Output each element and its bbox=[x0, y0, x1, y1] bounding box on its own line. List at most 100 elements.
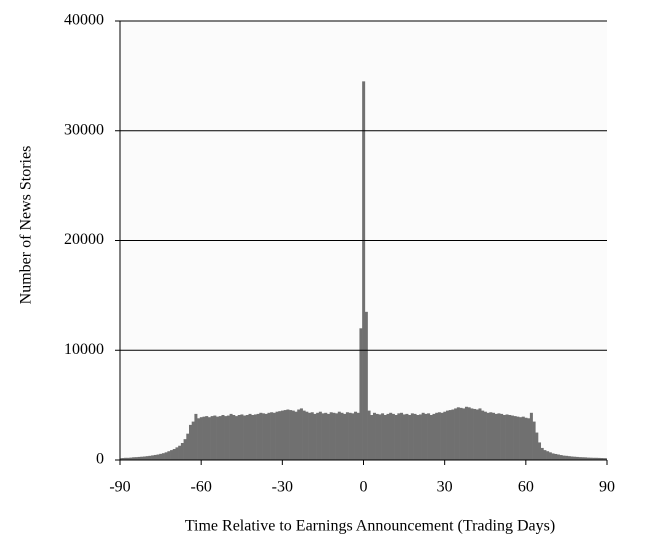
bar bbox=[578, 457, 582, 460]
bar bbox=[194, 413, 198, 460]
bar bbox=[586, 457, 590, 460]
bar bbox=[191, 421, 195, 460]
bar bbox=[600, 458, 604, 460]
x-axis-label: Time Relative to Earnings Announcement (… bbox=[185, 518, 555, 535]
bar bbox=[348, 412, 352, 460]
bar bbox=[197, 418, 201, 460]
bar bbox=[148, 455, 152, 460]
bar bbox=[467, 407, 471, 460]
bar bbox=[505, 414, 509, 460]
bar bbox=[356, 412, 360, 460]
bar bbox=[134, 457, 138, 460]
bar bbox=[410, 413, 414, 460]
bar bbox=[161, 453, 165, 460]
bar bbox=[456, 407, 460, 460]
bar bbox=[589, 457, 593, 460]
bar bbox=[597, 457, 601, 460]
x-tick-label: -90 bbox=[109, 479, 130, 496]
bar bbox=[554, 453, 558, 460]
bar bbox=[513, 416, 517, 460]
x-tick-label: 0 bbox=[360, 479, 368, 496]
bar bbox=[494, 413, 498, 460]
bar bbox=[256, 413, 260, 460]
bar bbox=[527, 418, 531, 460]
bar bbox=[510, 415, 514, 460]
bar bbox=[145, 456, 149, 460]
bar bbox=[519, 417, 523, 460]
bar bbox=[492, 412, 496, 460]
bar bbox=[437, 412, 441, 460]
bar bbox=[440, 412, 444, 460]
y-tick-label: 0 bbox=[96, 451, 104, 468]
bar bbox=[313, 413, 317, 460]
bar bbox=[316, 412, 320, 460]
bar bbox=[164, 452, 168, 460]
bar bbox=[343, 413, 347, 460]
bar bbox=[538, 442, 542, 460]
bar bbox=[321, 413, 325, 460]
bar bbox=[429, 415, 433, 460]
bar bbox=[216, 416, 220, 460]
bar bbox=[345, 412, 349, 460]
bar bbox=[264, 413, 268, 460]
bar bbox=[207, 417, 211, 460]
bar bbox=[473, 408, 477, 460]
bar bbox=[605, 458, 607, 460]
bar bbox=[199, 417, 203, 460]
bar bbox=[370, 415, 374, 460]
bar bbox=[478, 408, 482, 460]
bar bbox=[237, 415, 241, 460]
bar bbox=[391, 413, 395, 460]
x-tick-label: 60 bbox=[518, 479, 534, 496]
bar bbox=[532, 421, 536, 460]
bar bbox=[170, 450, 174, 460]
bar bbox=[302, 410, 306, 460]
bar bbox=[386, 413, 390, 460]
bar bbox=[159, 453, 163, 460]
bar bbox=[400, 412, 404, 460]
bar bbox=[427, 413, 431, 460]
y-tick-label: 40000 bbox=[64, 12, 104, 29]
bar bbox=[567, 456, 571, 460]
bar bbox=[332, 412, 336, 460]
y-tick-label: 20000 bbox=[64, 231, 104, 248]
bar bbox=[389, 412, 393, 460]
bar bbox=[378, 414, 382, 460]
bar bbox=[489, 412, 493, 460]
bar bbox=[362, 81, 366, 460]
bar bbox=[151, 455, 155, 460]
bar bbox=[464, 406, 468, 460]
bar bbox=[483, 411, 487, 460]
bar bbox=[535, 432, 539, 460]
bar bbox=[188, 424, 192, 460]
bar bbox=[232, 415, 236, 460]
bar bbox=[262, 413, 266, 460]
bar bbox=[226, 415, 230, 460]
bar bbox=[602, 458, 606, 460]
bar bbox=[308, 412, 312, 460]
bar bbox=[132, 457, 136, 460]
bar bbox=[178, 445, 182, 460]
bar bbox=[375, 413, 379, 460]
bar bbox=[326, 413, 330, 460]
bar bbox=[337, 411, 341, 460]
bar bbox=[248, 413, 252, 460]
bar bbox=[126, 457, 130, 460]
bar bbox=[524, 417, 528, 460]
bar bbox=[202, 416, 206, 460]
bar bbox=[240, 414, 244, 460]
bar bbox=[562, 455, 566, 460]
bar bbox=[318, 411, 322, 460]
bar bbox=[175, 447, 179, 460]
bar bbox=[324, 412, 328, 460]
bar bbox=[592, 457, 596, 460]
bar bbox=[280, 410, 284, 460]
bar bbox=[548, 452, 552, 460]
bar bbox=[383, 415, 387, 460]
bar bbox=[594, 457, 598, 460]
bar bbox=[521, 416, 525, 460]
bar bbox=[394, 415, 398, 460]
bar bbox=[340, 412, 344, 460]
bar bbox=[459, 407, 463, 460]
